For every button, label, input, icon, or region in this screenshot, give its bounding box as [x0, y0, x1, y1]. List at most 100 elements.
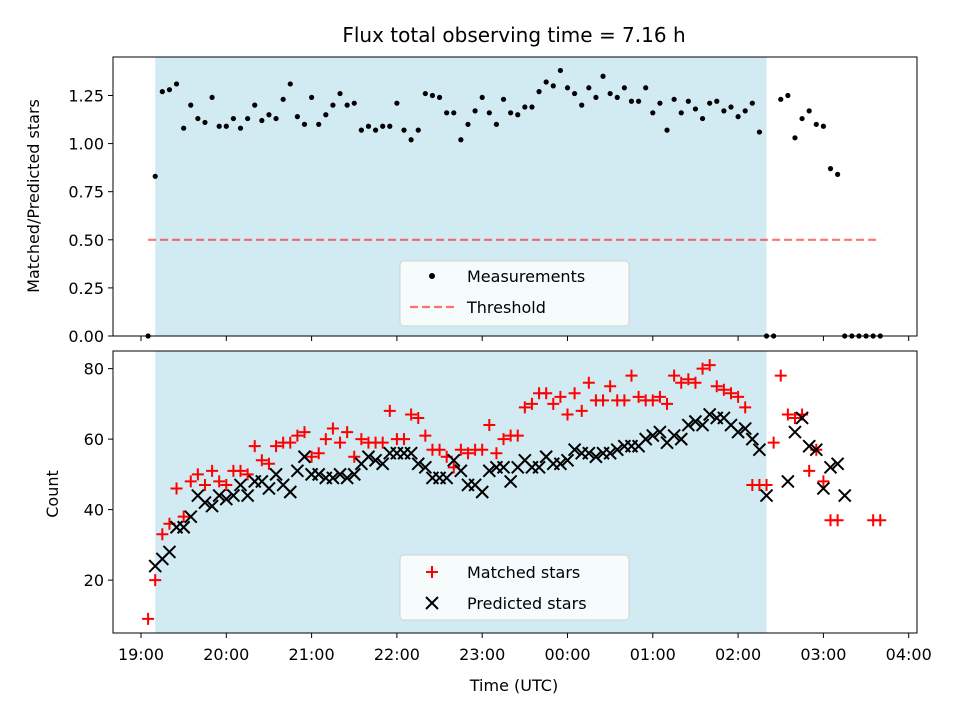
- bottom-legend: Matched stars Predicted stars: [399, 554, 630, 621]
- measurement-point: [635, 98, 642, 104]
- matched-star-point: [248, 440, 261, 453]
- matched-star-point: [724, 387, 737, 400]
- measurement-point: [259, 117, 265, 124]
- matched-star-point: [511, 429, 524, 442]
- predicted-star-point: [411, 457, 425, 471]
- predicted-star-point: [688, 414, 703, 429]
- predicted-star-point: [347, 467, 361, 482]
- measurement-point: [543, 79, 549, 85]
- measurement-point: [230, 115, 237, 122]
- matched-star-point: [767, 436, 780, 449]
- measurement-point: [451, 110, 457, 116]
- predicted-star-point: [233, 478, 248, 492]
- bottom-y-tick-label: 80: [84, 360, 104, 379]
- predicted-star-point: [454, 464, 468, 478]
- matched-star-point: [831, 514, 844, 527]
- measurement-point: [699, 115, 706, 122]
- predicted-star-point: [176, 520, 191, 534]
- top-panel: 0.00 0.25 0.50 0.75 1.00 1.25 Matched/Predict…: [24, 56, 918, 346]
- matched-star-point: [234, 464, 247, 477]
- predicted-star-point: [560, 453, 575, 467]
- measurement-point: [749, 100, 755, 106]
- matched-star-point: [682, 373, 695, 386]
- predicted-star-point: [802, 439, 816, 453]
- matched-star-point: [618, 394, 631, 407]
- matched-star-point: [206, 464, 219, 477]
- matched-star-point: [739, 401, 752, 414]
- matched-star-point: [696, 362, 709, 375]
- bottom-legend-box: [399, 554, 630, 621]
- bottom-y-axis-title: Count: [43, 470, 62, 518]
- predicted-star-point: [368, 453, 383, 467]
- measurement-point: [323, 112, 329, 118]
- top-y-tick-label: 0.50: [68, 231, 104, 250]
- bottom-y-tick-label: 60: [84, 430, 104, 449]
- matched-star-point: [703, 359, 716, 372]
- top-y-tick-label: 1.25: [68, 86, 104, 105]
- matched-star-point: [198, 478, 211, 491]
- measurement-point: [536, 89, 542, 95]
- predicted-star-point: [567, 442, 582, 457]
- matched-star-point: [177, 510, 190, 523]
- measurement-point: [685, 98, 691, 104]
- bottom-x-tick-label: 21:00: [289, 645, 335, 664]
- predicted-star-point: [532, 460, 546, 475]
- measurement-point: [671, 96, 677, 102]
- predicted-star-point: [162, 545, 177, 559]
- measurement-point: [614, 94, 620, 101]
- matched-star-point: [547, 397, 560, 410]
- predicted-star-point: [205, 499, 219, 513]
- matched-star-point: [518, 401, 531, 414]
- bottom-panel: 20 40 60 80 19:00 20:00 21:00 22:00 23:00 00:00 0…: [43, 350, 932, 695]
- measurement-point: [159, 89, 165, 95]
- predicted-star-point: [226, 488, 241, 503]
- matched-star-point: [255, 454, 268, 467]
- predicted-star-point: [674, 432, 688, 446]
- measurement-point: [245, 115, 251, 122]
- matched-star-point: [561, 408, 574, 421]
- predicted-star-point: [681, 418, 696, 432]
- matched-star-point: [433, 443, 446, 456]
- measurement-point: [472, 108, 478, 114]
- bottom-plot-marks: [142, 359, 887, 625]
- matched-star-point: [476, 443, 489, 456]
- matched-star-point: [149, 574, 162, 587]
- measurement-point: [280, 96, 286, 102]
- measurement-point: [351, 100, 357, 106]
- measurement-point: [394, 100, 400, 106]
- measurement-point: [650, 110, 656, 116]
- measurement-point: [500, 96, 507, 102]
- matched-star-point: [540, 387, 553, 400]
- predicted-star-point: [745, 432, 760, 446]
- measurement-point: [529, 104, 535, 110]
- measurement-point: [820, 123, 827, 129]
- matched-star-point: [312, 447, 325, 460]
- predicted-star-point: [404, 446, 418, 460]
- top-x-tick-marks: [140, 336, 910, 341]
- predicted-star-point: [653, 425, 667, 439]
- matched-star-point: [348, 450, 361, 463]
- top-y-tick-label: 1.00: [68, 135, 104, 154]
- predicted-star-point: [830, 457, 845, 471]
- bottom-x-tick-label: 23:00: [459, 645, 505, 664]
- measurement-point: [372, 127, 379, 133]
- measurement-point: [785, 92, 791, 99]
- predicted-star-point: [262, 481, 276, 496]
- measurement-point: [380, 123, 386, 129]
- top-legend-box: [399, 260, 630, 327]
- top-y-axis: 0.00 0.25 0.50 0.75 1.00 1.25: [68, 86, 113, 346]
- predicted-star-point: [326, 471, 340, 485]
- measurement-point: [422, 90, 428, 97]
- measurement-point: [266, 112, 272, 118]
- measurement-point: [593, 94, 599, 101]
- matched-star-point: [646, 394, 659, 407]
- measurement-point: [735, 114, 741, 120]
- measurement-point: [692, 106, 699, 112]
- predicted-star-point: [219, 492, 234, 506]
- measurement-point: [742, 108, 748, 114]
- predicted-star-point: [482, 464, 497, 478]
- matched-star-point: [398, 433, 411, 446]
- legend-matched-marker: [426, 566, 438, 578]
- measurement-point: [316, 121, 322, 127]
- measurement-point: [835, 171, 841, 177]
